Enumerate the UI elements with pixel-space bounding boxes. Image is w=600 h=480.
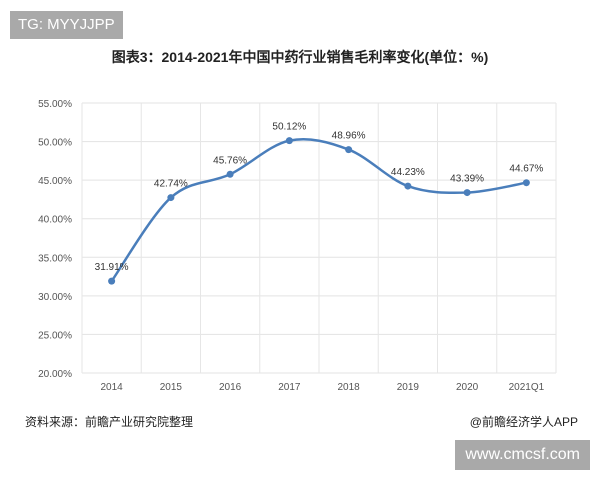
y-tick-label: 45.00% [38,176,72,187]
x-tick-label: 2017 [278,382,301,393]
x-tick-label: 2021Q1 [509,382,545,393]
data-point [108,277,116,285]
credit-note: @前瞻经济学人APP [469,415,578,429]
data-label: 44.67% [509,164,543,175]
source-note: 资料来源：前瞻产业研究院整理 [25,415,194,429]
y-tick-label: 50.00% [38,138,72,149]
x-tick-label: 2018 [338,382,361,393]
x-tick-label: 2015 [160,382,183,393]
x-tick-label: 2020 [456,382,479,393]
data-label: 50.12% [272,122,306,133]
data-label: 48.96% [332,131,366,142]
line-chart: 20.00% 25.00% 30.00% 35.00% 40.00% 45.00% 50.0… [38,99,557,393]
x-tick-label: 2019 [397,382,420,393]
data-label: 31.91% [95,262,129,273]
chart-title: 图表3：2014-2021年中国中药行业销售毛利率变化(单位：%) [111,49,489,65]
y-tick-label: 20.00% [38,369,72,380]
site-watermark: www.cmcsf.com [455,440,590,470]
data-label: 45.76% [213,155,247,166]
data-point [285,137,293,145]
data-label: 44.23% [391,167,425,178]
data-point [404,182,412,190]
data-point [226,170,234,178]
data-point [167,194,175,202]
y-tick-label: 30.00% [38,292,72,303]
data-point [522,179,530,187]
data-point [463,189,471,197]
x-tick-label: 2016 [219,382,242,393]
x-tick-label: 2014 [101,382,124,393]
y-tick-label: 35.00% [38,253,72,264]
data-point [345,146,353,154]
y-tick-label: 25.00% [38,330,72,341]
y-tick-label: 40.00% [38,215,72,226]
data-label: 42.74% [154,179,188,190]
data-label: 43.39% [450,174,484,185]
y-tick-label: 55.00% [38,99,72,110]
watermark-tag: TG: MYYJJPP [10,11,123,39]
